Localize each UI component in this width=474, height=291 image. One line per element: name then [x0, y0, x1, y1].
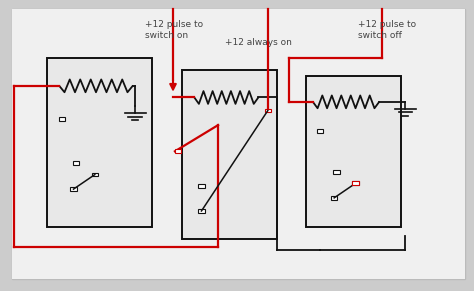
Bar	[353, 182, 359, 185]
Bar	[174, 150, 181, 153]
Text: +12 pulse to
switch on: +12 pulse to switch on	[145, 20, 203, 40]
Bar	[353, 182, 359, 185]
Bar	[92, 173, 98, 176]
Text: +12 pulse to
switch off: +12 pulse to switch off	[358, 20, 416, 40]
Bar	[306, 76, 401, 227]
Bar	[182, 70, 277, 239]
Bar	[198, 209, 205, 213]
Bar	[73, 161, 79, 165]
Bar	[47, 58, 152, 227]
Bar	[59, 117, 64, 121]
Bar	[198, 184, 205, 188]
Bar	[70, 187, 76, 191]
Text: +12 always on: +12 always on	[225, 38, 292, 47]
Bar	[334, 170, 339, 173]
Bar	[317, 129, 323, 133]
Bar	[264, 109, 271, 112]
Bar	[331, 196, 337, 200]
